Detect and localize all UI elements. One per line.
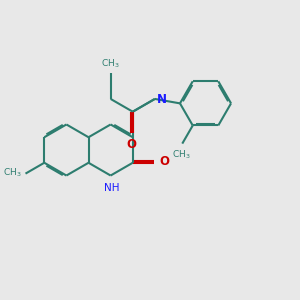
Text: O: O bbox=[126, 138, 136, 151]
Text: NH: NH bbox=[104, 183, 120, 193]
Text: CH$_3$: CH$_3$ bbox=[101, 57, 120, 70]
Text: O: O bbox=[160, 155, 170, 168]
Text: CH$_3$: CH$_3$ bbox=[172, 149, 190, 161]
Text: CH$_3$: CH$_3$ bbox=[3, 167, 22, 179]
Text: N: N bbox=[157, 93, 167, 106]
